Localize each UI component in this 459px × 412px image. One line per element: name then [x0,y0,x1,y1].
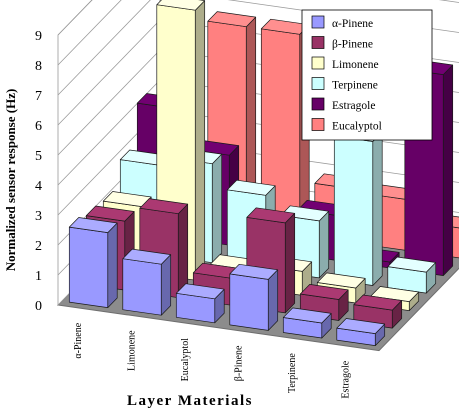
legend-swatch [311,56,325,70]
bar-top [229,263,279,280]
bar-side [267,269,279,331]
bar-side [211,153,223,264]
bar-top [139,198,189,215]
y-tick-label: 4 [35,179,42,194]
y-tick-label: 5 [35,149,42,164]
bar-α-Pinene-Terpinene [282,307,332,339]
legend-label: Eucalyptol [332,121,382,133]
bar-side [372,131,383,286]
y-tick-label: 0 [35,299,42,314]
legend-swatch [311,118,325,131]
legend-label: β-Pinene [332,39,373,51]
bar-top [226,179,276,196]
y-tick-label: 2 [35,239,42,254]
bar-front [68,226,109,308]
bar-top [102,191,152,207]
bar-top [353,294,403,311]
bar-Terpinene-Estragole [387,256,437,294]
bar-top [299,284,349,300]
y-tick-label: 3 [35,209,42,224]
bar-front [122,258,162,316]
x-category-label: Estragole [340,360,351,398]
bar-top [122,248,172,265]
bar-α-Pinene-Limonene [122,248,172,316]
bar-top [85,205,135,222]
bar-α-Pinene-α-Pinene [68,217,118,308]
bar-top [246,207,296,224]
legend-swatch [311,97,325,111]
bar-α-Pinene-Eucalyptol [175,283,225,324]
bar-top [68,217,118,233]
bar-side [107,222,118,308]
bar-top [156,0,206,11]
y-tick-label: 8 [35,59,42,74]
legend-label: α-Pinene [332,18,373,30]
legend-label: Terpinene [332,80,378,92]
bar-top [175,283,225,300]
bar-top [207,11,257,28]
x-category-label: α-Pinene [73,322,84,358]
x-category-label: Terpinene [287,353,298,393]
x-category-label: β-Pinene [233,345,244,381]
x-category-label: Limonene [126,330,137,371]
gridline [57,0,459,66]
bar-side [284,212,296,314]
bar-top [280,205,330,222]
bar-α-Pinene-Estragole [336,318,386,346]
legend-swatch [311,36,325,49]
y-tick-label: 7 [35,89,42,104]
bar-top [387,256,437,273]
legend: α-Pinene β-Pinene Limonene Terpinene Estrago… [301,9,433,141]
legend-swatch [311,77,325,90]
x-axis-categories: α-Pinene Limonene Eucalyptol β-Pinene Terpin… [73,322,351,398]
bar-side [194,0,206,281]
bar-front [229,273,269,331]
y-tick-label: 6 [35,119,42,134]
y-tick-label: 9 [35,29,42,44]
y-tick-label: 1 [35,269,42,284]
x-axis-label: Layer Materials [127,393,253,409]
bar-side [160,254,172,316]
y-axis-label: Normalized sensor response (Hz) [3,89,18,272]
y-axis-ticks: 0 1 2 3 4 5 6 7 8 9 [35,29,42,314]
bar-top [316,272,366,289]
legend-swatch [311,15,325,29]
bar-α-Pinene-β-Pinene [229,263,279,331]
bar-top [336,318,386,334]
bar-front [333,135,374,286]
legend-label: Limonene [332,59,379,71]
chart-bars [68,0,459,346]
x-category-label: Eucalyptol [180,338,191,382]
bar-top [282,307,332,324]
bar-side [318,210,330,279]
legend-label: Estragole [332,100,375,112]
bar-side [442,64,454,276]
bar-Terpinene-Terpinene [333,126,383,286]
